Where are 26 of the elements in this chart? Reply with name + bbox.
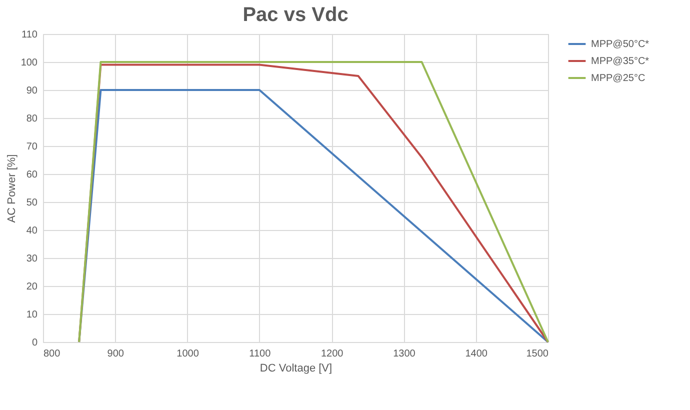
y-tick-label: 20 [26, 282, 38, 292]
y-tick-label: 50 [26, 198, 38, 208]
x-tick-label: 1500 [526, 348, 549, 360]
x-axis-title: DC Voltage [V] [260, 362, 332, 374]
y-tick-label: 90 [26, 86, 38, 96]
x-tick-label: 1000 [176, 348, 200, 360]
x-tick-label: 1200 [320, 348, 344, 360]
x-tick-label: 1300 [393, 348, 416, 360]
y-tick-label: 100 [20, 58, 38, 68]
y-tick-label: 10 [26, 310, 38, 320]
legend-label: MPP@35°C* [591, 56, 650, 67]
y-tick-label: 40 [26, 226, 38, 236]
legend-label: MPP@25°C [591, 73, 646, 84]
legend-label: MPP@50°C* [591, 39, 650, 50]
y-tick-label: 30 [26, 254, 38, 264]
y-tick-label: 70 [26, 142, 38, 152]
x-tick-label: 800 [44, 348, 61, 360]
y-tick-label: 80 [26, 114, 38, 124]
y-tick-label: 0 [32, 338, 38, 348]
x-tick-label: 1100 [249, 348, 272, 360]
y-tick-label: 110 [22, 30, 38, 40]
y-axis-title: AC Power [%] [6, 154, 18, 223]
y-tick-label: 60 [26, 170, 38, 180]
x-tick-label: 1400 [465, 348, 488, 360]
chart-title: Pac vs Vdc [242, 4, 348, 26]
x-tick-label: 900 [107, 348, 124, 360]
